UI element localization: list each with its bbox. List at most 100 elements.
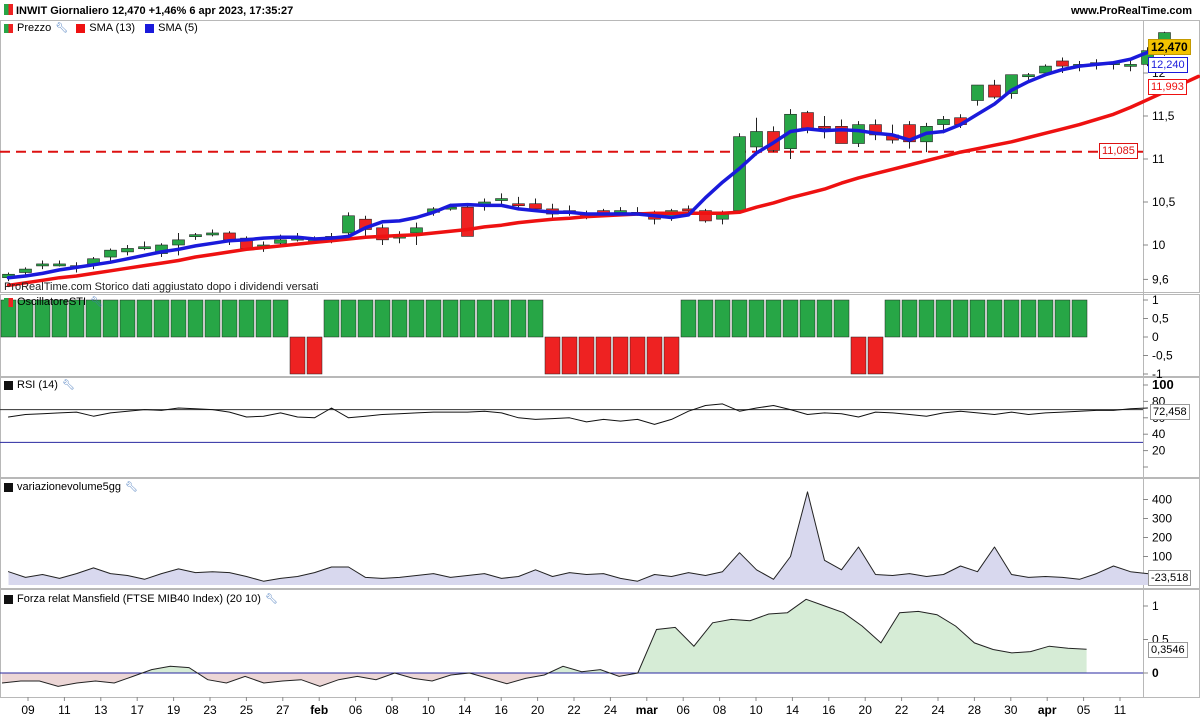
osc-bar: [833, 299, 850, 338]
sma13-legend-swatch: [76, 23, 86, 33]
candle-body: [1124, 64, 1137, 67]
osc-tick-label: -0,5: [1152, 349, 1173, 363]
osc-bar: [85, 299, 102, 338]
x-tick-label: 11: [58, 703, 71, 717]
header-title-row: INWIT Giornaliero 12,470 +1,46% 6 apr 20…: [4, 4, 293, 18]
mans-legend-label: Forza relat Mansfield (FTSE MIB40 Index)…: [17, 593, 261, 605]
osc-bar: [51, 299, 68, 338]
osc-bar: [544, 336, 561, 375]
candle-body: [988, 84, 1001, 98]
wrench-icon[interactable]: 🔧︎: [90, 296, 103, 308]
candle-body: [172, 239, 185, 246]
osc-tick-label: 1: [1152, 293, 1159, 307]
mans-legend: Forza relat Mansfield (FTSE MIB40 Index)…: [4, 593, 278, 605]
price-tick-label: 9,6: [1152, 272, 1169, 286]
osc-bar: [34, 299, 51, 338]
sma5-legend-swatch: [145, 23, 155, 33]
x-tick-label: 06: [349, 703, 363, 717]
candle-body: [274, 239, 287, 244]
osc-tick-label: 0: [1152, 330, 1159, 344]
osc-bar: [442, 299, 459, 338]
sma5-line: [6, 50, 1150, 280]
osc-bar: [884, 299, 901, 338]
candle-body: [750, 131, 763, 148]
vol-legend-label: variazionevolume5gg: [17, 481, 121, 493]
x-tick-label: 16: [495, 703, 509, 717]
candle-body: [138, 246, 151, 250]
osc-legend-swatch: [4, 297, 13, 307]
x-tick-label: 27: [276, 703, 290, 717]
price-tick-label: 10,5: [1152, 195, 1176, 209]
rsi-tick-label: 40: [1152, 427, 1166, 441]
osc-bar: [102, 299, 119, 338]
osc-bar: [323, 299, 340, 338]
x-tick-label: 24: [931, 703, 945, 717]
x-tick-label: 10: [422, 703, 436, 717]
candle-body: [1056, 60, 1069, 67]
wrench-icon[interactable]: 🔧︎: [264, 593, 278, 605]
osc-bar: [510, 299, 527, 338]
candle-body: [342, 215, 355, 234]
osc-bar: [595, 336, 612, 375]
x-tick-label: 25: [240, 703, 254, 717]
osc-bar: [918, 299, 935, 338]
wrench-icon[interactable]: 🔧︎: [61, 379, 75, 391]
vol-value-tag: -23,518: [1148, 570, 1192, 586]
x-tick-label: 20: [859, 703, 873, 717]
osc-tick-label: -1: [1152, 367, 1163, 381]
candle-body: [818, 126, 831, 129]
rsi-tick-label: 100: [1152, 377, 1174, 392]
osc-bar: [646, 336, 663, 375]
x-tick-label: apr: [1038, 703, 1057, 717]
sma5-legend-label: SMA (5): [158, 22, 198, 34]
candle-body: [1022, 74, 1035, 78]
prezzo-legend-label: Prezzo: [17, 22, 52, 34]
rsi-legend: RSI (14) 🔧︎: [4, 379, 75, 391]
osc-legend: OscillatoreSTI 🔧︎: [4, 296, 103, 308]
vol-tick-label: 300: [1152, 512, 1172, 526]
osc-bar: [1071, 299, 1088, 338]
candle-body: [512, 203, 525, 207]
candle-body: [121, 248, 134, 253]
wrench-icon[interactable]: 🔧︎: [55, 22, 68, 34]
osc-bar: [374, 299, 391, 338]
candle-body: [801, 112, 814, 129]
vol-legend-swatch: [4, 482, 13, 492]
x-tick-label: 10: [749, 703, 763, 717]
osc-bar: [731, 299, 748, 338]
wrench-icon[interactable]: 🔧︎: [124, 481, 138, 493]
osc-bar: [765, 299, 782, 338]
vol-area-fill: [8, 491, 1182, 585]
candle-body: [461, 206, 474, 237]
x-tick-label: 05: [1077, 703, 1091, 717]
osc-bar: [238, 299, 255, 338]
vol-tick-label: 100: [1152, 550, 1172, 564]
osc-bar: [816, 299, 833, 338]
osc-bar: [136, 299, 153, 338]
prezzo-legend-swatch: [4, 23, 13, 33]
osc-bar: [306, 336, 323, 375]
vol-tick-label: 200: [1152, 531, 1172, 545]
x-tick-label: 11: [1114, 703, 1127, 717]
osc-bar: [119, 299, 136, 338]
rsi-legend-label: RSI (14): [17, 379, 58, 391]
x-tick-label: 14: [786, 703, 800, 717]
osc-bar: [459, 299, 476, 338]
osc-bar: [17, 299, 34, 338]
osc-bar: [340, 299, 357, 338]
watermark-text: ProRealTime.com Storico dati aggiustato …: [4, 281, 319, 293]
header-title: INWIT Giornaliero 12,470 +1,46% 6 apr 20…: [16, 5, 294, 17]
x-tick-label: 06: [677, 703, 691, 717]
candle-body: [699, 210, 712, 222]
candle-body: [529, 203, 542, 210]
osc-bar: [612, 336, 629, 375]
candle-body: [53, 263, 66, 267]
osc-bar: [272, 299, 289, 338]
osc-bar: [629, 336, 646, 375]
osc-bar: [680, 299, 697, 338]
osc-bar: [476, 299, 493, 338]
osc-bar: [170, 299, 187, 338]
site-url[interactable]: www.ProRealTime.com: [1070, 5, 1192, 17]
